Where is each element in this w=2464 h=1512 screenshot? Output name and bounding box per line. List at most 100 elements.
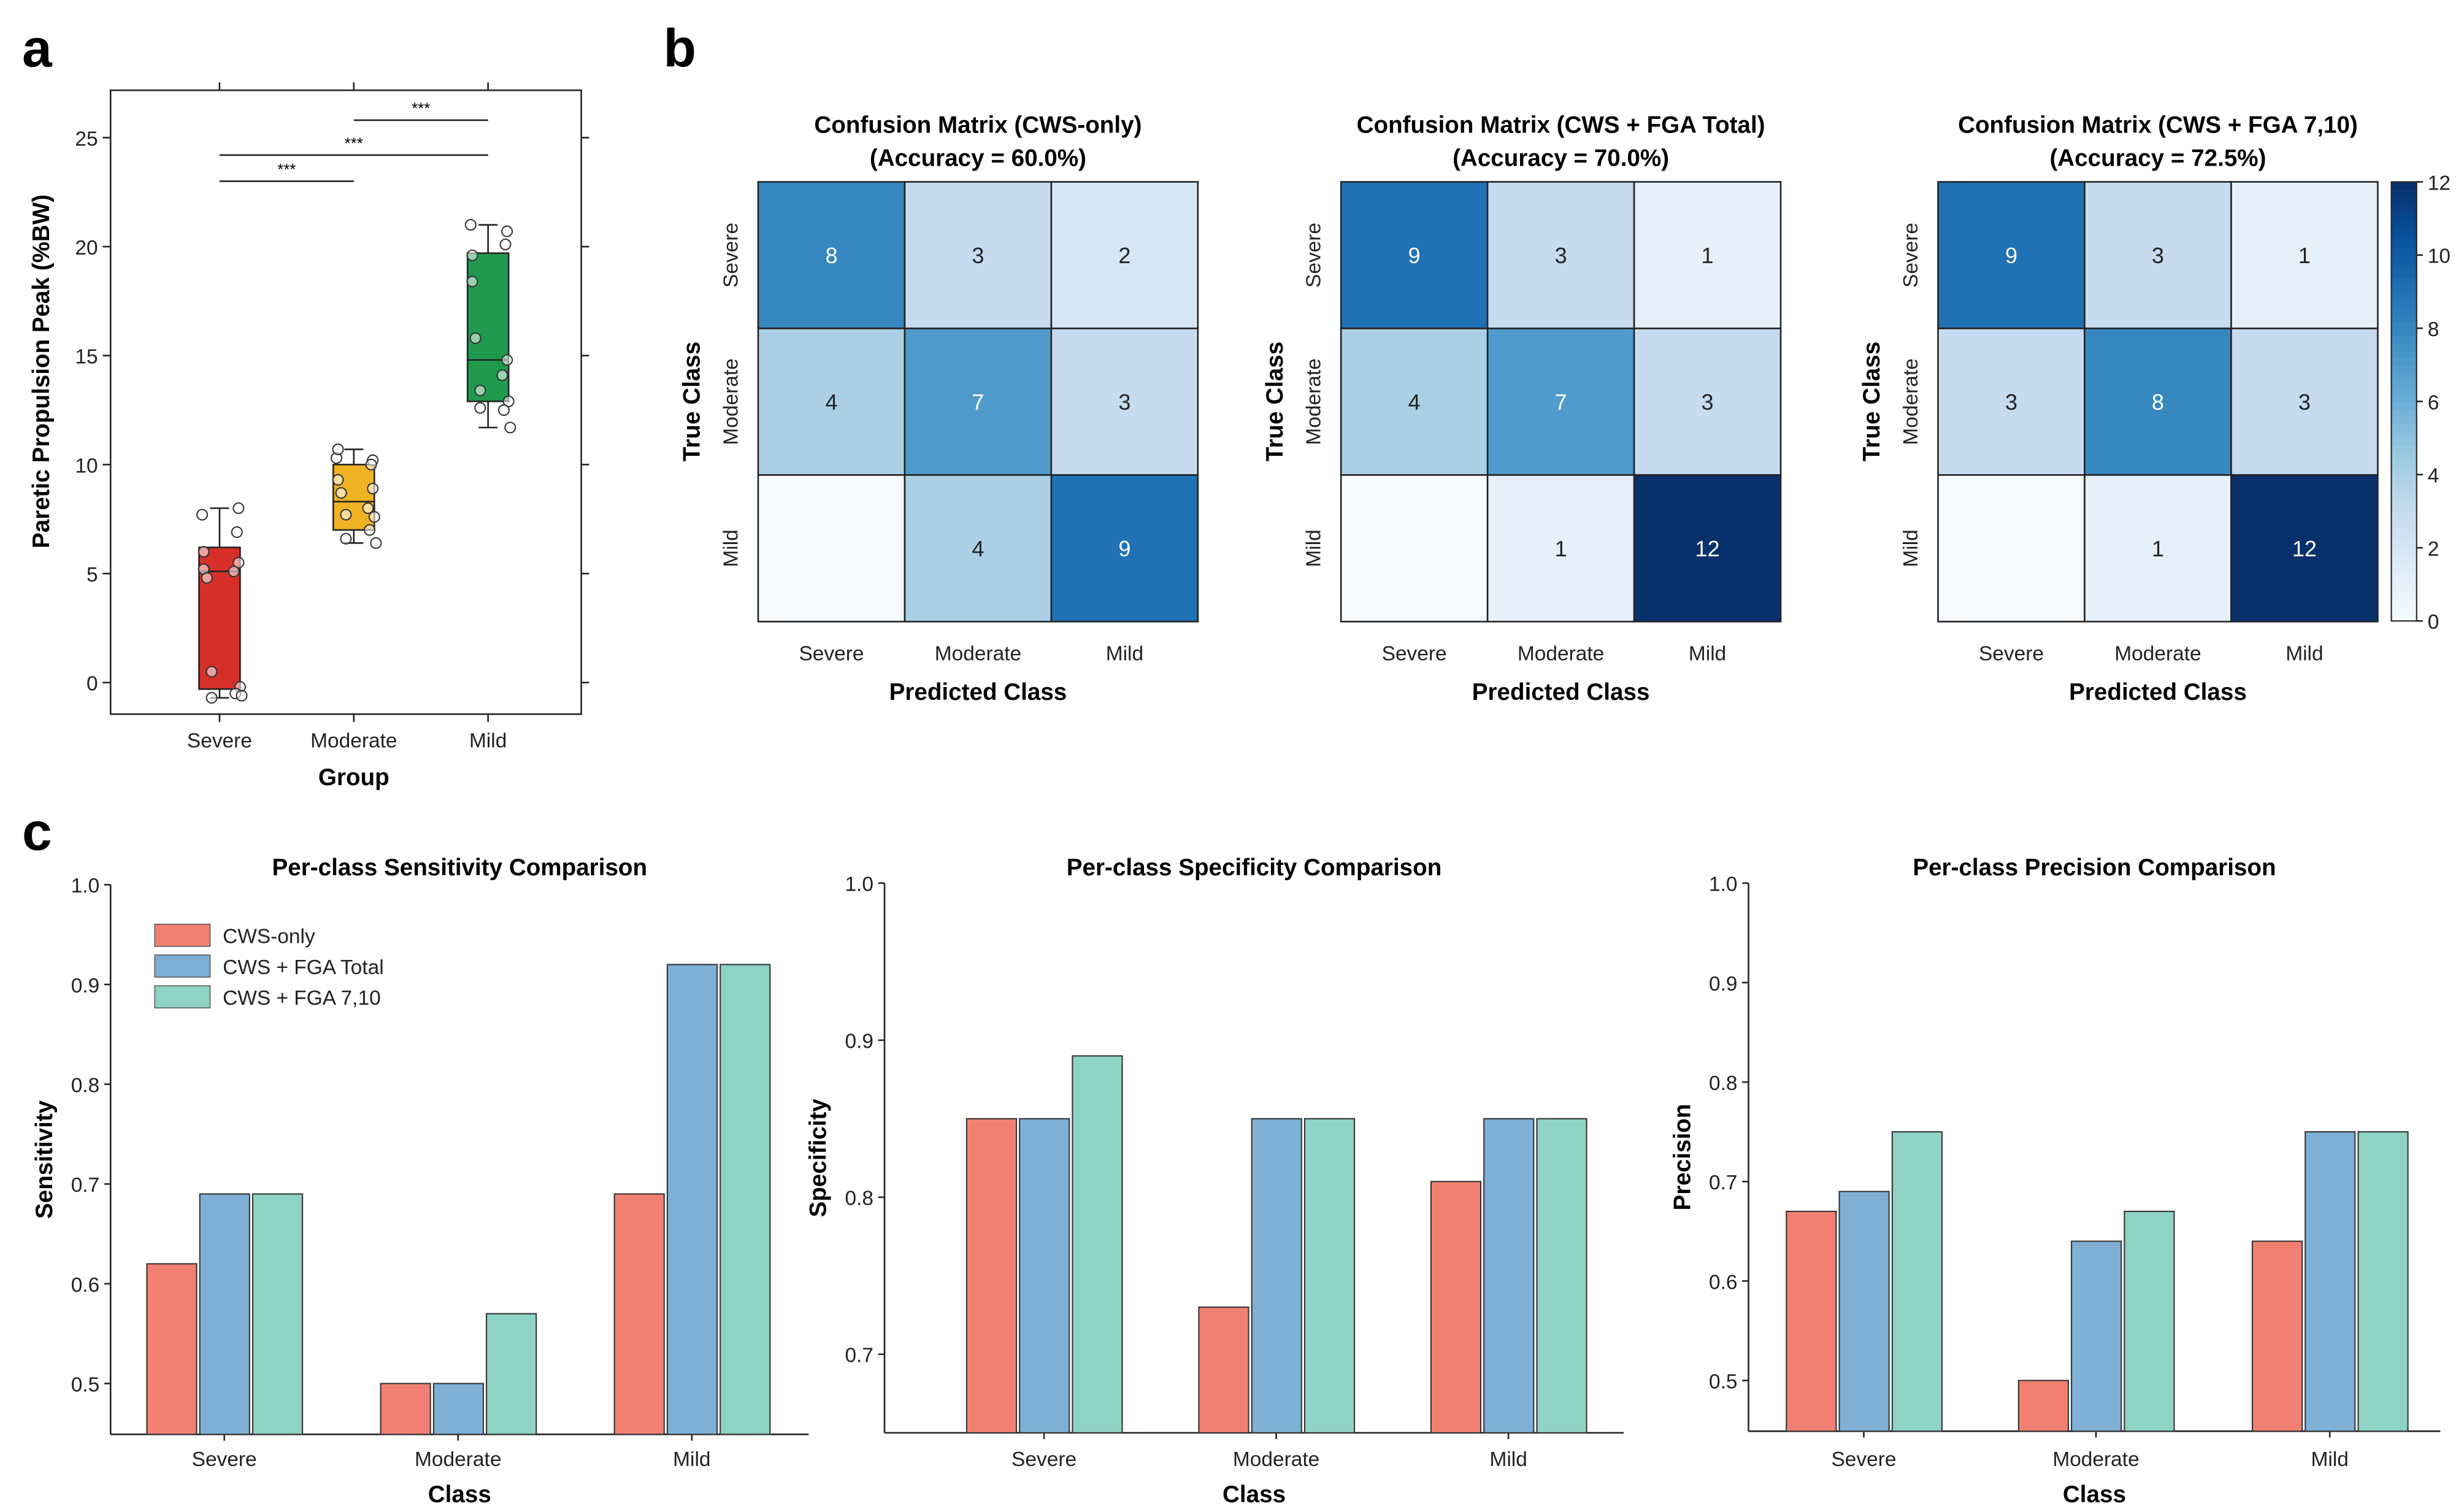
colorbar-segment <box>2391 533 2417 542</box>
significance-label: *** <box>277 161 296 178</box>
matrix-subtitle: (Accuracy = 70.0%) <box>1453 145 1669 172</box>
colorbar-segment <box>2391 255 2417 264</box>
legend-label: CWS + FGA Total <box>223 956 384 979</box>
y-tick-label: 0.5 <box>71 1373 100 1396</box>
data-point <box>362 502 374 515</box>
colorbar-segment <box>2391 584 2417 593</box>
colorbar-segment <box>2391 284 2417 293</box>
cell-value: 8 <box>825 243 837 268</box>
x-tick-label: Mild <box>2311 1448 2348 1471</box>
x-tick-label: Moderate <box>415 1448 501 1471</box>
data-point <box>232 502 245 515</box>
y-axis-label: Sensitivity <box>31 1100 58 1219</box>
data-point <box>370 537 382 549</box>
colorbar-tick-label: 4 <box>2428 465 2439 488</box>
x-axis-label: Class <box>2063 1481 2126 1508</box>
y-tick-label: 0.8 <box>845 1188 873 1210</box>
colorbar-segment <box>2391 599 2417 607</box>
matrix-cell <box>1340 474 1489 623</box>
data-point <box>502 395 515 407</box>
bar <box>1838 1191 1890 1432</box>
cell-value: 3 <box>1555 243 1567 268</box>
colorbar-segment <box>2391 496 2417 505</box>
y-tick-label: 20 <box>75 237 98 259</box>
bar <box>2305 1131 2356 1432</box>
cell-value: 9 <box>1118 536 1130 561</box>
data-point <box>340 508 352 521</box>
bar <box>720 964 771 1435</box>
y-tick-label: 1.0 <box>845 873 873 896</box>
cell-value: 3 <box>2005 390 2017 415</box>
colorbar-segment <box>2391 423 2417 432</box>
colorbar-segment <box>2391 562 2417 571</box>
data-point <box>335 487 347 499</box>
panel-label-c: c <box>22 802 52 862</box>
cell-value: 3 <box>1702 390 1714 415</box>
data-point <box>497 404 510 416</box>
matrix-cell <box>1050 328 1199 476</box>
plot-frame <box>109 89 582 715</box>
colorbar-tick-label: 2 <box>2428 538 2439 561</box>
bar <box>1072 1055 1123 1433</box>
x-tick-label: Moderate <box>1518 643 1604 666</box>
x-tick-label: Severe <box>187 729 252 752</box>
y-tick-label: Moderate <box>1303 358 1326 445</box>
y-tick-label: 0.8 <box>71 1075 100 1097</box>
data-point <box>466 249 478 261</box>
bar <box>146 1263 198 1435</box>
legend-swatch <box>154 985 211 1008</box>
matrix-cell <box>1633 328 1782 476</box>
cell-value: 7 <box>972 390 984 415</box>
bar-chart-title: Per-class Precision Comparison <box>1913 854 2276 881</box>
colorbar-segment <box>2391 328 2417 337</box>
colorbar-segment <box>2391 474 2417 483</box>
bar <box>199 1193 250 1435</box>
colorbar-segment <box>2391 511 2417 520</box>
bar <box>2357 1131 2409 1432</box>
x-tick-label: Mild <box>2286 643 2323 666</box>
colorbar-segment <box>2391 467 2417 476</box>
x-axis-label: Class <box>1222 1481 1286 1508</box>
cell-value: 4 <box>1408 390 1421 415</box>
colorbar-segment <box>2391 291 2417 300</box>
colorbar-tick-label: 12 <box>2428 172 2451 194</box>
colorbar-segment <box>2391 613 2417 622</box>
matrix-subtitle: (Accuracy = 60.0%) <box>870 145 1086 172</box>
data-point <box>340 532 352 545</box>
matrix-cell <box>1340 181 1489 329</box>
bar <box>965 1118 1018 1433</box>
cell-value: 3 <box>1118 390 1130 415</box>
bar <box>1483 1118 1535 1433</box>
colorbar-segment <box>2391 364 2417 373</box>
y-tick-label: 0.8 <box>1709 1072 1738 1095</box>
x-tick-label: Mild <box>469 729 507 752</box>
bar <box>380 1383 431 1435</box>
y-tick-label: Severe <box>1900 223 1922 288</box>
legend-label: CWS-only <box>223 926 315 948</box>
colorbar-segment <box>2391 540 2417 549</box>
x-tick-label: Moderate <box>2052 1448 2139 1471</box>
x-tick-label: Moderate <box>2114 643 2201 666</box>
cell-value: 9 <box>2005 243 2017 268</box>
colorbar-segment <box>2391 409 2417 417</box>
matrix-cell <box>1937 474 2086 623</box>
x-axis-label: Predicted Class <box>2069 679 2247 705</box>
colorbar-segment <box>2391 336 2417 344</box>
matrix-cell <box>2084 474 2232 623</box>
data-point <box>231 526 243 539</box>
data-point <box>365 458 377 470</box>
y-axis-label: True Class <box>1859 342 1885 461</box>
colorbar-segment <box>2391 350 2417 359</box>
y-tick-label: 1.0 <box>71 875 100 897</box>
y-tick-label: 25 <box>75 128 98 150</box>
y-tick-label: 0.7 <box>71 1174 100 1197</box>
colorbar-segment <box>2391 504 2417 512</box>
matrix-cell <box>757 328 906 476</box>
cell-value: 12 <box>1695 536 1720 561</box>
cell-value: 7 <box>1555 390 1567 415</box>
x-tick-label: Severe <box>1979 643 2044 666</box>
y-tick-label: 0.7 <box>1709 1172 1738 1194</box>
colorbar-tick-label: 10 <box>2428 245 2451 268</box>
cell-value: 4 <box>972 536 984 561</box>
data-point <box>332 474 344 486</box>
